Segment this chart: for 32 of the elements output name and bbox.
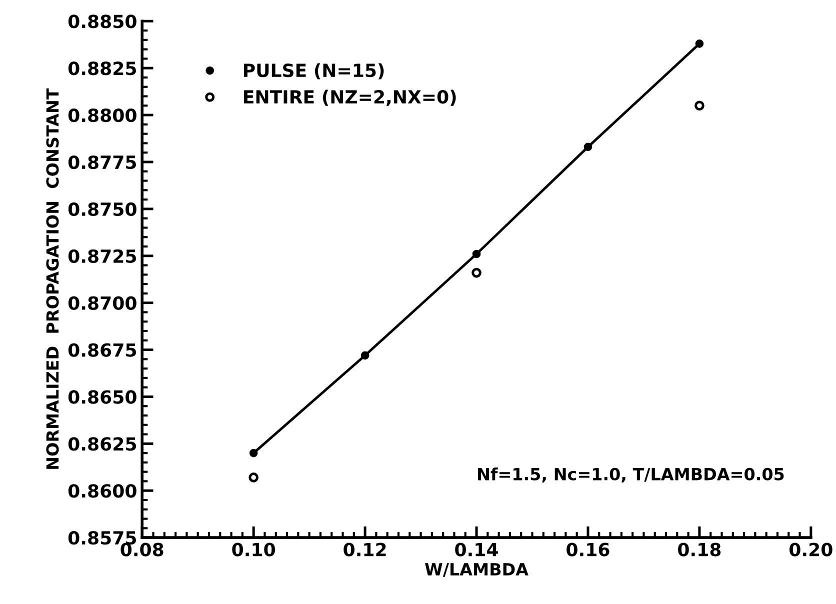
y-tick-label: 0.8775	[68, 155, 136, 170]
x-tick-label: 0.16	[566, 542, 610, 556]
point	[249, 448, 258, 458]
x-tick-label: 0.08	[120, 542, 164, 556]
y-tick-label: 0.8725	[68, 249, 136, 263]
y-tick-label: 0.8750	[68, 202, 136, 216]
y-tick-label: 0.8575	[68, 531, 136, 545]
legend-label: ENTIRE (NZ=2,NX=0)	[244, 90, 456, 106]
x-axis-title: W/LAMBDA	[425, 563, 528, 577]
x-tick-label: 0.20	[790, 542, 832, 556]
y-tick-label: 0.8600	[68, 484, 136, 498]
point	[695, 40, 704, 48]
point	[472, 268, 482, 278]
y-tick-label: 0.8800	[68, 108, 136, 122]
point	[360, 351, 370, 360]
y-tick-label: 0.8650	[68, 390, 136, 404]
y-tick-label: 0.8675	[68, 343, 136, 357]
point	[472, 250, 481, 258]
x-tick-label: 0.14	[455, 542, 498, 556]
annotation: Nf=1.5, Nc=1.0, T/LAMBDA=0.05	[478, 468, 784, 483]
point	[248, 472, 259, 482]
y-tick-label: 0.8625	[68, 437, 136, 451]
legend-label: PULSE (N=15)	[244, 63, 384, 80]
y-axis-title: NORMALIZED PROPAGATION CONSTANT	[46, 88, 59, 469]
point	[694, 100, 704, 111]
x-tick-label: 0.18	[678, 542, 721, 556]
y-tick-label: 0.8825	[68, 62, 136, 76]
x-tick-label: 0.10	[232, 542, 275, 556]
y-tick-label: 0.8700	[68, 296, 136, 310]
point	[584, 142, 592, 152]
x-tick-label: 0.12	[344, 542, 386, 556]
y-tick-label: 0.8850	[68, 14, 136, 28]
